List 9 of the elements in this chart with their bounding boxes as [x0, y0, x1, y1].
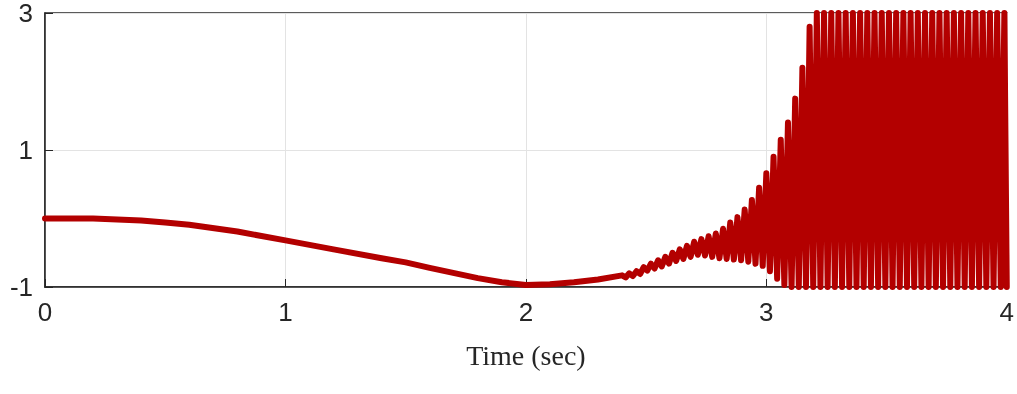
- y-tick-label: -1: [9, 272, 33, 302]
- x-tick-label: 0: [37, 297, 53, 327]
- x-tick-label: 2: [518, 297, 534, 327]
- y-tick-label: 1: [18, 135, 33, 165]
- x-tick-label: 1: [278, 297, 293, 327]
- y-tick-label: 3: [18, 0, 33, 28]
- x-tick-label: 4: [999, 297, 1014, 327]
- x-tick-label: 3: [759, 297, 774, 327]
- x-axis-title: Time (sec): [466, 339, 586, 371]
